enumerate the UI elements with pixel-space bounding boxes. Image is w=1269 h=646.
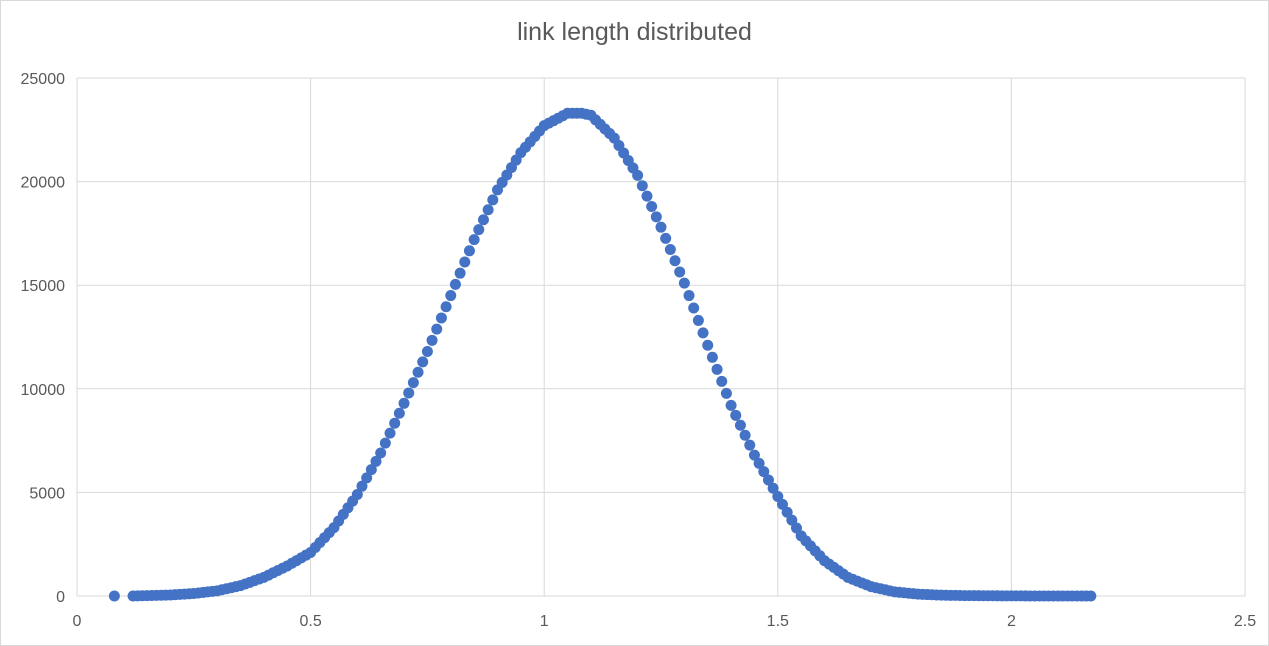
data-point [748, 449, 760, 461]
data-point [445, 290, 457, 302]
y-tick-label: 5000 [29, 485, 65, 502]
data-point [753, 457, 765, 469]
data-point [403, 387, 415, 399]
gridlines [76, 77, 1246, 597]
data-point [758, 466, 770, 478]
data-point [370, 455, 382, 467]
data-point [702, 339, 714, 351]
data-series [108, 107, 1097, 602]
data-point [379, 437, 391, 449]
data-point [426, 334, 438, 346]
data-point [393, 407, 405, 419]
data-point [384, 427, 396, 439]
data-point [660, 232, 672, 244]
data-point [1085, 590, 1097, 602]
data-point [431, 323, 443, 335]
data-point [664, 244, 676, 256]
data-point [762, 474, 774, 486]
data-point [482, 204, 494, 216]
x-tick-label: 0 [73, 613, 82, 630]
data-point [697, 327, 709, 339]
x-tick-label: 1.5 [767, 613, 789, 630]
data-point [678, 277, 690, 289]
y-tick-label: 25000 [21, 71, 66, 88]
data-point [683, 290, 695, 302]
x-tick-label: 2.5 [1234, 613, 1256, 630]
data-point [692, 314, 704, 326]
data-point [487, 194, 499, 206]
data-point [454, 267, 466, 279]
data-point [646, 200, 658, 212]
data-point [435, 312, 447, 324]
data-point [417, 356, 429, 368]
data-point [720, 387, 732, 399]
data-point [351, 488, 363, 500]
data-point [730, 409, 742, 421]
data-point [440, 301, 452, 313]
data-point [375, 447, 387, 459]
data-point [477, 214, 489, 226]
data-point [356, 480, 368, 492]
chart-title: link length distributed [517, 18, 752, 46]
data-point [459, 256, 471, 268]
y-tick-label: 15000 [21, 278, 66, 295]
data-point [389, 417, 401, 429]
data-point [463, 245, 475, 257]
data-point [725, 399, 737, 411]
data-point [636, 180, 648, 192]
x-tick-label: 2 [1007, 613, 1016, 630]
data-point [108, 590, 120, 602]
data-point [706, 351, 718, 363]
data-point [468, 234, 480, 246]
data-point [711, 363, 723, 375]
data-point [688, 302, 700, 314]
data-point [739, 429, 751, 441]
data-point [744, 439, 756, 451]
data-point [398, 397, 410, 409]
data-point [473, 224, 485, 236]
data-point [655, 221, 667, 233]
data-point [767, 482, 779, 494]
data-point [674, 266, 686, 278]
y-tick-label: 0 [56, 589, 65, 606]
data-point [669, 255, 681, 267]
data-point [365, 464, 377, 476]
data-point [632, 169, 644, 181]
data-point [716, 375, 728, 387]
data-point [412, 366, 424, 378]
y-tick-label: 10000 [21, 382, 66, 399]
data-point [734, 419, 746, 431]
data-point [641, 190, 653, 202]
tick-labels: 0 5000 10000 15000 20000 25000 0 0.5 1 1.5 2 2.5 [21, 71, 1257, 630]
data-point [407, 377, 419, 389]
y-tick-label: 20000 [21, 175, 66, 192]
x-tick-label: 1 [540, 613, 549, 630]
data-point [650, 211, 662, 223]
x-tick-label: 0.5 [299, 613, 321, 630]
data-point [449, 278, 461, 290]
data-point [361, 472, 373, 484]
data-point [421, 346, 433, 358]
